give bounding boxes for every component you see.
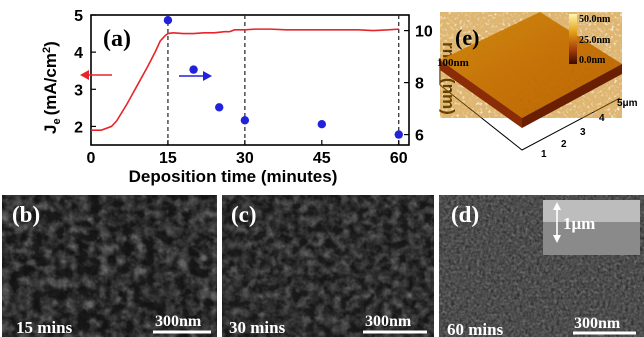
x-tick-label-1: 15	[159, 150, 177, 167]
y-left-tick-label-2: 4	[74, 45, 83, 62]
afm-colorbar	[569, 14, 577, 64]
afm-axis-lines	[439, 84, 621, 151]
x-tick-label-3: 45	[313, 150, 331, 167]
afm-tick-4: 4	[599, 113, 605, 124]
y-right-tick-label-2: 10	[415, 24, 433, 41]
colorbar-label-top: 50.0nm	[579, 14, 611, 25]
afm-side-left	[440, 60, 522, 128]
y-left-label-unit: (mA/cm	[41, 53, 60, 115]
scale-label-d: 300nm	[574, 315, 621, 332]
time-label-b: 15 mins	[16, 318, 73, 337]
sem-shadow-c	[222, 195, 434, 337]
y-right-tick-label-0: 6	[415, 128, 424, 145]
y-left-tick-label-0: 2	[74, 119, 83, 136]
rms-point-2	[215, 103, 224, 112]
y-left-tick-label-1: 3	[74, 82, 83, 99]
afm-tick-1: 1	[541, 149, 547, 160]
x-tick-label-0: 0	[87, 150, 96, 167]
panel-d-label: (d)	[451, 202, 479, 227]
y-left-label-close: )	[41, 41, 60, 47]
y-left-label-sup: 2	[41, 47, 53, 53]
time-label-c: 30 mins	[229, 318, 286, 337]
rms-point-0	[163, 16, 173, 25]
afm-panel-e: (e) 100nm 50.0nm 25.0nm 0.0nm 1 2 3 4 5μ…	[437, 12, 638, 160]
y-left-label: Je (mA/cm2)	[41, 41, 63, 134]
right-axis-arrow	[179, 71, 212, 81]
y-right-tick-label-1: 8	[415, 76, 424, 93]
series-layer	[91, 16, 403, 139]
y-left-label-sub: e	[51, 118, 63, 124]
left-axis-arrow	[80, 70, 112, 80]
panel-c-label: (c)	[231, 202, 257, 227]
sem-shadow-b	[2, 195, 217, 337]
x-tick-label-4: 60	[390, 150, 408, 167]
inset-label-d: 1μm	[563, 214, 595, 233]
y-left-tick-label-3: 5	[74, 8, 83, 25]
sem-panel-d: 1μm (d) 60 mins 300nm	[439, 195, 644, 337]
inset-film-d	[543, 200, 640, 222]
rms-point-4	[317, 120, 327, 129]
time-label-d: 60 mins	[447, 320, 504, 337]
scale-label-b: 300nm	[155, 313, 202, 330]
x-tick-label-2: 30	[236, 150, 254, 167]
scale-label-c: 300nm	[365, 313, 412, 330]
panel-a-label: (a)	[103, 26, 131, 52]
afm-side-right	[522, 64, 622, 128]
x-axis-label: Deposition time (minutes)	[129, 167, 338, 186]
rms-point-3	[240, 116, 250, 125]
afm-tick-2: 2	[561, 139, 567, 150]
afm-axis-unit: 5μm	[617, 98, 638, 109]
colorbar-label-bottom: 0.0nm	[579, 55, 606, 66]
y-left-label-main: J	[41, 125, 60, 134]
sem-panel-c: (c) 30 mins 300nm	[222, 195, 434, 337]
sem-panel-b: (b) 15 mins 300nm	[2, 195, 217, 337]
inset-arrow-bottom-d	[553, 235, 561, 243]
series-line-je	[91, 28, 399, 131]
rms-point-1	[189, 65, 198, 74]
panel-e-label: (e)	[455, 25, 479, 50]
inset-arrow-top-d	[553, 202, 561, 210]
afm-tick-3: 3	[580, 127, 586, 138]
rms-point-5	[394, 130, 403, 139]
plot-frame	[90, 14, 410, 146]
panel-b-label: (b)	[12, 202, 40, 227]
dashed-lines	[167, 15, 400, 145]
afm-z-label: 100nm	[437, 57, 469, 69]
colorbar-label-mid: 25.0nm	[579, 35, 611, 46]
